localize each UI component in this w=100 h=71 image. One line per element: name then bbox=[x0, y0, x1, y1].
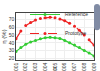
svg-text:0.006: 0.006 bbox=[61, 63, 67, 71]
svg-text:20: 20 bbox=[9, 55, 15, 61]
svg-text:0.004: 0.004 bbox=[42, 63, 48, 71]
svg-text:η (%): η (%) bbox=[1, 29, 7, 43]
svg-text:50: 50 bbox=[9, 32, 15, 38]
svg-text:0.003: 0.003 bbox=[32, 63, 38, 71]
svg-text:0.005: 0.005 bbox=[52, 63, 58, 71]
svg-text:60: 60 bbox=[9, 24, 15, 30]
svg-text:0.009: 0.009 bbox=[91, 63, 97, 71]
svg-text:Reference: Reference bbox=[65, 11, 88, 17]
svg-text:40: 40 bbox=[9, 40, 15, 46]
svg-text:0.002: 0.002 bbox=[22, 63, 28, 71]
svg-text:Prototype: Prototype bbox=[65, 30, 87, 35]
svg-text:0.001: 0.001 bbox=[13, 63, 19, 71]
svg-text:n: n bbox=[53, 65, 56, 71]
svg-text:30: 30 bbox=[9, 47, 15, 53]
svg-text:0.007: 0.007 bbox=[71, 63, 77, 71]
svg-text:0.008: 0.008 bbox=[81, 63, 87, 71]
svg-text:70: 70 bbox=[9, 16, 15, 22]
